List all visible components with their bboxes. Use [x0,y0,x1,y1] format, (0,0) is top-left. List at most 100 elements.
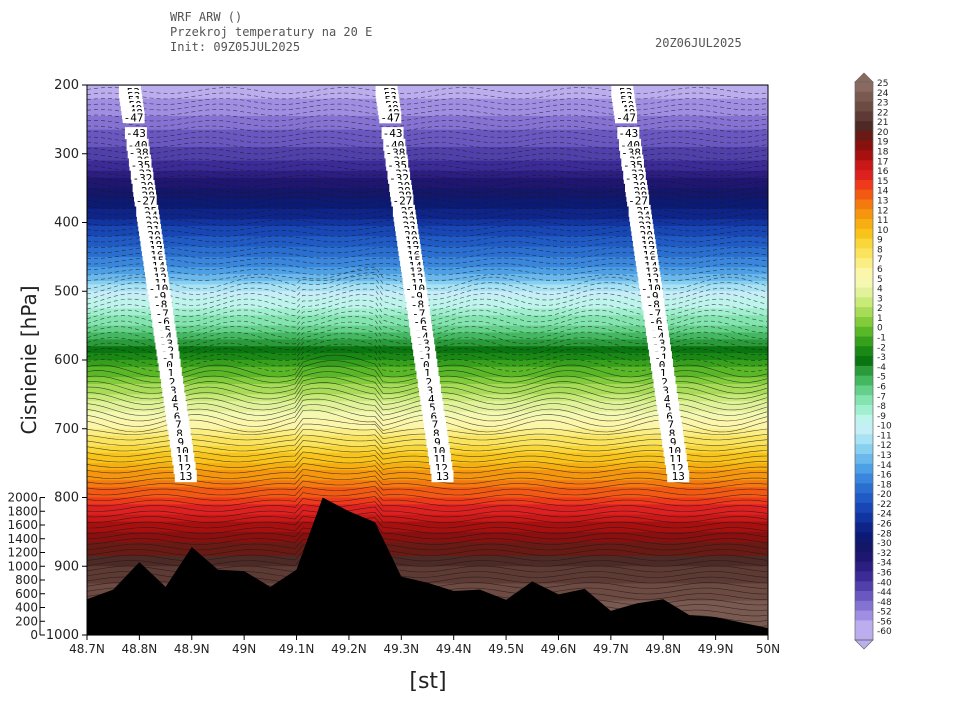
x-tick-label: 49N [232,642,256,656]
temperature-band [87,452,768,457]
colorbar-label: 18 [877,148,889,158]
temperature-band [87,287,768,292]
isotherm-line [86,496,768,512]
svg-text:5: 5 [665,401,672,414]
y-axis: 200 300 400 500 600 700 800 900 1000 Cisnienie [h… [17,78,87,643]
colorbar-label: -36 [877,568,892,578]
contour-label: -43 [381,127,404,140]
svg-text:3: 3 [170,384,177,397]
colorbar-label: 4 [877,285,883,295]
colorbar-label: -22 [877,500,892,510]
isotherm-line [86,120,768,127]
colorbar-label: 7 [877,255,883,265]
temperature-band [87,208,768,213]
y-tick-label: 200 [54,78,79,93]
temperature-band [87,177,768,182]
svg-text:13: 13 [672,470,685,483]
height-tick-label: 400 [15,601,38,615]
colorbar-label: 20 [877,128,889,138]
svg-text:0: 0 [423,359,430,372]
height-tick-label: 800 [15,573,38,587]
colorbar-swatch [855,493,873,504]
colorbar-label: -7 [877,392,886,402]
temperature-band [87,470,768,475]
temperature-band [87,167,768,172]
colorbar-swatch [855,581,873,592]
colorbar-swatch [855,150,873,161]
temperature-band [87,514,768,519]
colorbar-bottom-arrow [854,639,874,650]
height-tick-label: 1200 [7,546,38,560]
temperature-band [87,109,768,114]
temperature-band [87,212,768,217]
isotherm-line [86,485,768,501]
x-tick-label: 49.8N [645,642,681,656]
svg-text:6: 6 [174,410,181,423]
isotherm-line [86,440,768,457]
temperature-band [87,535,768,540]
isotherm-line [86,208,768,215]
temperature-band [87,133,768,138]
colorbar-swatch [855,473,873,484]
contour-label: -27 [391,194,414,208]
contour-labels: -53-52-51-50-49-48-47-43-40-38-36-35-33-… [118,85,690,483]
isotherm-line [86,98,768,105]
isotherm-line [86,109,768,116]
height-tick-label: 1600 [7,518,38,532]
colorbar-label: -11 [877,431,892,441]
isotherm-line [86,213,768,221]
temperature-band [87,229,768,234]
svg-text:9: 9 [177,436,184,449]
colorbar-swatch [855,512,873,523]
colorbar-swatch [855,121,873,132]
isotherm-line [86,528,768,545]
colorbar-swatch [855,101,873,112]
colorbar-label: 14 [877,187,889,197]
colorbar-swatch [855,316,873,328]
height-tick-label: 200 [15,614,38,628]
svg-text:8: 8 [176,428,183,441]
isotherm-line [86,474,768,490]
temperature-band [87,521,768,526]
svg-text:4: 4 [428,393,435,406]
isotherm-line [86,501,768,518]
svg-text:6: 6 [666,410,673,423]
temperature-band [87,545,768,550]
temperature-band [87,140,768,145]
colorbar-swatch [855,385,873,396]
x-tick-label: 50N [756,642,780,656]
x-tick-label: 49.1N [279,642,315,656]
colorbar-swatch [855,454,873,465]
svg-text:-27: -27 [628,195,648,208]
temperature-band [87,232,768,237]
section-title: Przekroj temperatury na 20 E [170,25,373,39]
temperature-band [87,459,768,464]
init-time: Init: 09Z05JUL2025 [170,40,301,54]
isotherm-line [86,114,768,122]
temperature-band [87,181,768,186]
colorbar-label: -28 [877,529,892,539]
isotherm-line [86,136,768,144]
temperature-band [87,497,768,502]
height-tick-label: 1800 [7,504,38,518]
temperature-band [87,580,768,585]
temperature-band [87,91,768,96]
colorbar-label: 19 [877,138,889,148]
isotherm-line [86,219,768,226]
temperature-band [87,143,768,148]
colorbar-swatch [855,561,873,572]
temperature-band [87,270,768,275]
temperature-band [87,239,768,244]
colorbar-swatch [855,326,873,337]
contour-label: -43 [124,127,147,140]
isotherm-line [86,147,768,155]
temperature-band [87,500,768,505]
svg-text:-47: -47 [616,111,636,124]
temperature-band [87,153,768,158]
temperature-band [87,246,768,251]
x-tick-label: 49.2N [331,642,367,656]
temperature-band [87,150,768,155]
colorbar-label: -20 [877,490,892,500]
colorbar-label: -6 [877,382,886,392]
svg-text:-43: -43 [126,127,146,140]
